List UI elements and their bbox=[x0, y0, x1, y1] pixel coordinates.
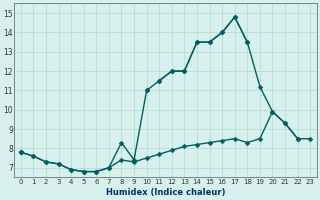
X-axis label: Humidex (Indice chaleur): Humidex (Indice chaleur) bbox=[106, 188, 225, 197]
